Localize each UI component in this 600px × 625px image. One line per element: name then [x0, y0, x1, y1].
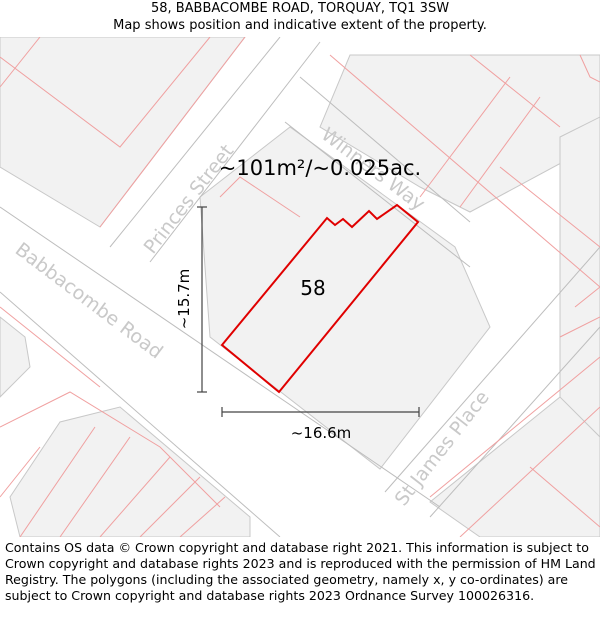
height-label: ~15.7m — [175, 269, 193, 330]
babbacombe-road-south-edge — [0, 291, 281, 537]
width-label: ~16.6m — [291, 424, 352, 442]
height-dimension — [197, 206, 207, 393]
property-boundary[interactable] — [220, 203, 420, 394]
property-address: 58, BABBACOMBE ROAD, TORQUAY, TQ1 3SW — [150, 1, 450, 16]
area-label: ~101m²/~0.025ac. — [219, 156, 421, 180]
princes-street-east-edge — [149, 41, 321, 263]
winners-way-north-edge — [299, 76, 471, 223]
map-header: 58, BABBACOMBE ROAD, TORQUAY, TQ1 3SW Ma… — [0, 0, 600, 37]
building-top-right — [319, 54, 600, 213]
babbacombe-road-north-edge — [0, 206, 441, 508]
building-bottom-right — [429, 396, 600, 537]
st-james-place-west-edge — [384, 246, 600, 493]
building-blocks — [0, 37, 600, 537]
parcel-lines — [0, 37, 600, 537]
building-bottom-block — [9, 406, 251, 537]
building-bottom-left — [0, 316, 31, 398]
winners-way-south-edge — [284, 121, 471, 268]
plot-number: 58 — [300, 276, 325, 300]
road-edges — [0, 37, 600, 537]
map-canvas: Princes Street Winners Way Babbacombe Ro… — [0, 37, 600, 537]
map-subtitle: Map shows position and indicative extent… — [113, 18, 487, 33]
princes-street-west-edge — [109, 37, 281, 248]
st-james-place-east-edge — [429, 326, 600, 518]
street-label-babbacombe: Babbacombe Road — [11, 238, 167, 363]
property-map[interactable]: Princes Street Winners Way Babbacombe Ro… — [0, 37, 600, 537]
copyright-notice: Contains OS data © Crown copyright and d… — [5, 540, 596, 603]
building-central-block — [199, 126, 491, 470]
width-dimension — [221, 407, 420, 417]
